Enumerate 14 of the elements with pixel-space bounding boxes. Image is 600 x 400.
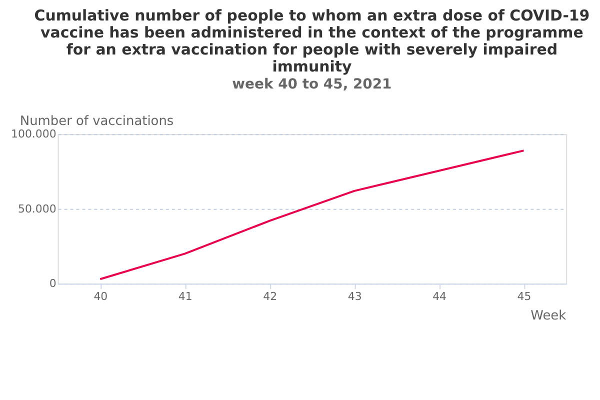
y-tick-label: 100.000 (11, 128, 56, 141)
x-tick-label: 44 (432, 290, 447, 304)
y-tick-label: 50.000 (18, 202, 56, 216)
chart-title: Cumulative number of people to whom an extra dose of COVID-19 vaccine has been administered in the context of the programme for an extra vaccination for people with severely impaired immunity (34, 6, 590, 76)
y-axis-title: Number of vaccinations (20, 114, 174, 130)
x-tick-label: 42 (263, 290, 278, 304)
line-series (99, 150, 525, 280)
x-axis-title: Week (530, 308, 567, 324)
y-tick-label: 0 (49, 277, 56, 290)
x-tick-label: 40 (94, 290, 108, 304)
x-tick-label: 43 (348, 290, 362, 304)
chart-subtitle: week 40 to 45, 2021 (232, 76, 392, 92)
x-tick-label: 45 (517, 290, 532, 304)
x-tick-label: 41 (178, 290, 192, 304)
